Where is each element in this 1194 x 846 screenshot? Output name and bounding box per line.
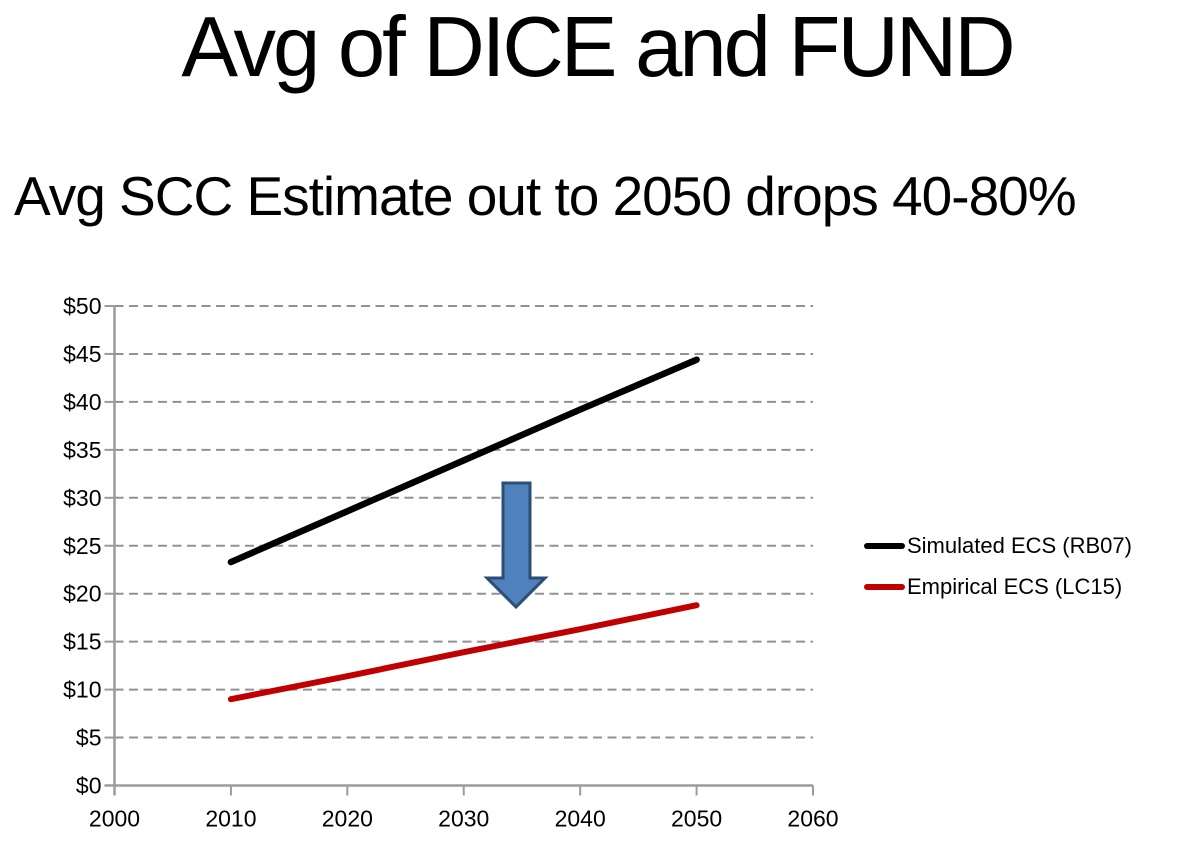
y-tick-label: $40 bbox=[63, 389, 101, 415]
y-tick-label: $45 bbox=[63, 341, 101, 367]
x-tick-label: 2010 bbox=[205, 806, 256, 832]
slide-title: Avg of DICE and FUND bbox=[181, 0, 1015, 95]
x-tick-label: 2040 bbox=[555, 806, 606, 832]
x-tick-label: 2020 bbox=[322, 806, 373, 832]
series-line-empirical bbox=[227, 602, 700, 703]
y-tick-label: $15 bbox=[63, 629, 101, 655]
legend-swatch-simulated-icon bbox=[864, 542, 905, 549]
x-tick-label: 2060 bbox=[787, 806, 838, 832]
legend-label-simulated: Simulated ECS (RB07) bbox=[907, 532, 1132, 558]
legend-item-simulated: Simulated ECS (RB07) bbox=[864, 525, 1132, 566]
x-tick-label: 2030 bbox=[438, 806, 489, 832]
y-tick-label: $35 bbox=[63, 437, 101, 463]
slide-subtitle: Avg SCC Estimate out to 2050 drops 40-80… bbox=[14, 165, 1077, 227]
legend: Simulated ECS (RB07) Empirical ECS (LC15… bbox=[864, 525, 1132, 607]
y-tick-label: $10 bbox=[63, 677, 101, 703]
y-tick-label: $0 bbox=[76, 773, 102, 799]
series-line-simulated bbox=[227, 356, 700, 566]
y-tick-label: $20 bbox=[63, 581, 101, 607]
x-tick-label: 2050 bbox=[671, 806, 722, 832]
legend-item-empirical: Empirical ECS (LC15) bbox=[864, 566, 1132, 607]
y-tick-label: $50 bbox=[63, 293, 101, 319]
down-arrow-icon bbox=[483, 481, 549, 610]
y-tick-label: $30 bbox=[63, 485, 101, 511]
y-tick-label: $5 bbox=[76, 725, 102, 751]
legend-swatch-empirical-icon bbox=[864, 583, 905, 590]
legend-label-empirical: Empirical ECS (LC15) bbox=[907, 573, 1123, 599]
y-tick-label: $25 bbox=[63, 533, 101, 559]
x-tick-label: 2000 bbox=[89, 806, 140, 832]
